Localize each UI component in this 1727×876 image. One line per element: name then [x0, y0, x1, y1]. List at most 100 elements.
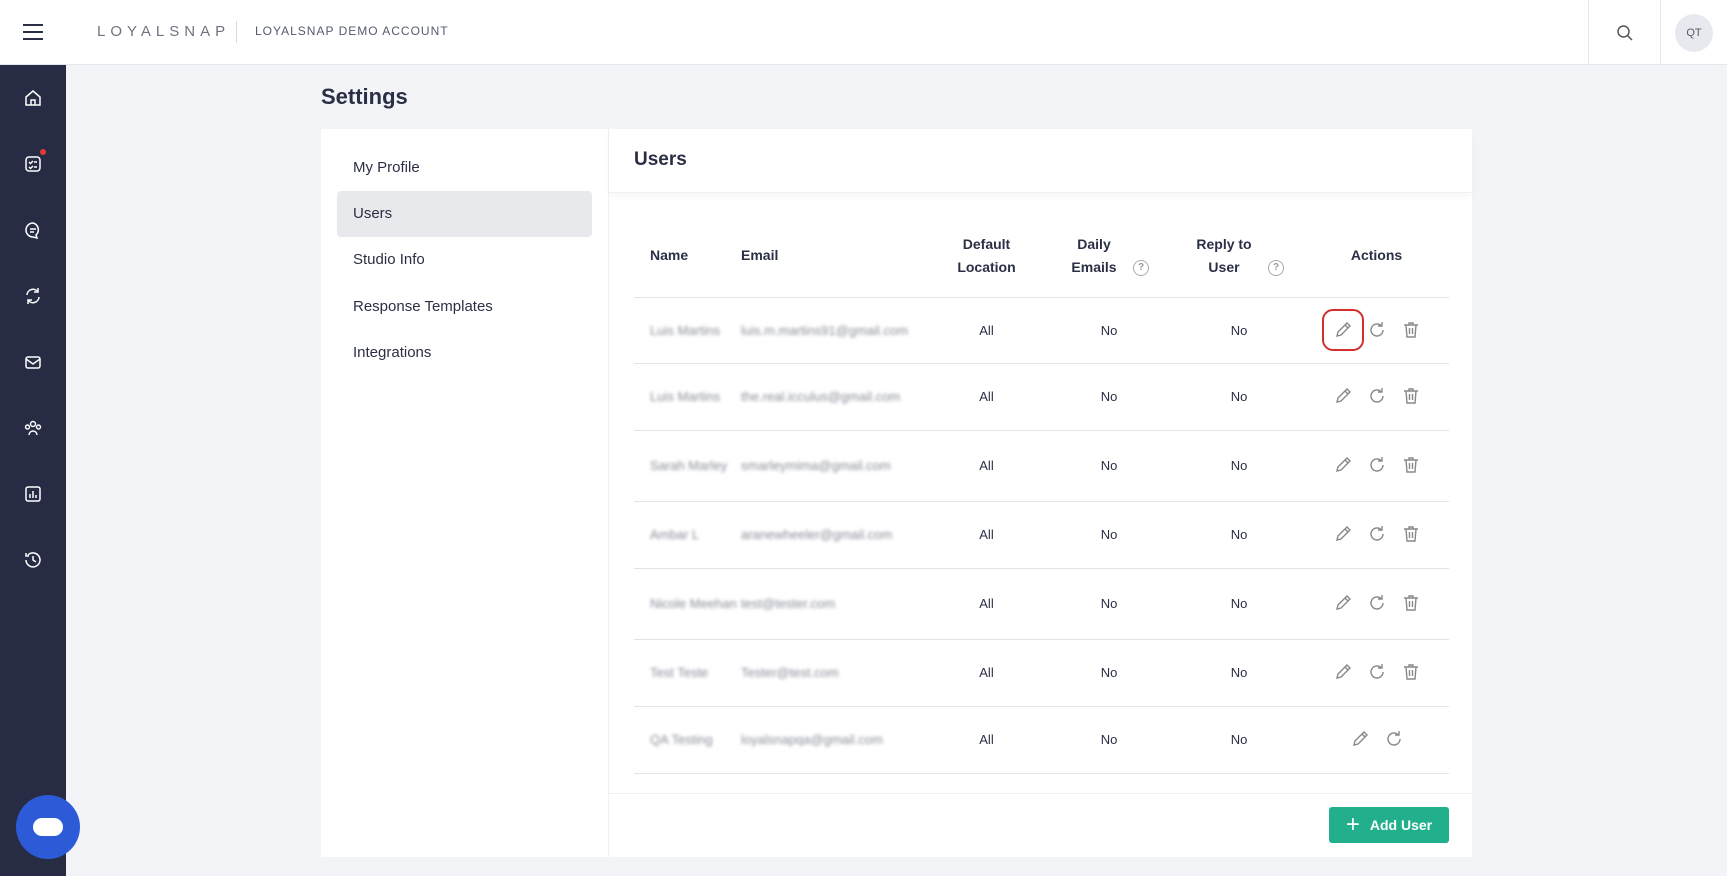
user-reply: No — [1174, 501, 1304, 569]
user-email: aranewheeler@gmail.com — [741, 501, 929, 569]
delete-icon[interactable] — [1399, 318, 1423, 342]
user-email: smarleymima@gmail.com — [741, 430, 929, 502]
account-name: LOYALSNAP DEMO ACCOUNT — [255, 24, 449, 38]
edit-icon[interactable] — [1331, 522, 1355, 546]
col-default-location: Default Location — [929, 215, 1044, 298]
settings-nav: My Profile Users Studio Info Response Te… — [321, 129, 608, 857]
edit-icon[interactable] — [1331, 660, 1355, 684]
user-daily-emails: No — [1044, 706, 1174, 774]
col-name: Name — [634, 215, 741, 298]
user-reply: No — [1174, 297, 1304, 364]
user-name: QA Testing — [634, 706, 741, 774]
reset-icon[interactable] — [1365, 591, 1389, 615]
table-row: Sarah Marley smarleymima@gmail.com All N… — [634, 430, 1449, 502]
reset-icon[interactable] — [1365, 384, 1389, 408]
table-row: Ambar L aranewheeler@gmail.com All No No — [634, 501, 1449, 569]
help-icon[interactable]: ? — [1133, 260, 1149, 277]
col-actions: Actions — [1304, 215, 1449, 298]
add-user-button[interactable]: + Add User — [1329, 807, 1449, 843]
reset-icon[interactable] — [1365, 318, 1389, 342]
user-location: All — [929, 297, 1044, 364]
reset-icon[interactable] — [1382, 727, 1406, 751]
menu-icon[interactable] — [23, 24, 43, 40]
nav-response-templates[interactable]: Response Templates — [353, 298, 493, 315]
chat-icon — [33, 818, 63, 836]
delete-icon[interactable] — [1399, 591, 1423, 615]
col-reply-to-user: Reply to User? — [1174, 215, 1304, 298]
col-daily-emails: Daily Emails? — [1044, 215, 1174, 298]
user-daily-emails: No — [1044, 430, 1174, 502]
help-icon[interactable]: ? — [1268, 260, 1284, 277]
panel-footer: + Add User — [609, 793, 1473, 857]
users-table: Name Email Default Location Daily Emails… — [634, 215, 1449, 774]
user-name: Luis Martins — [634, 297, 741, 364]
user-location: All — [929, 363, 1044, 431]
nav-integrations[interactable]: Integrations — [353, 344, 432, 361]
user-reply: No — [1174, 568, 1304, 640]
notification-dot — [40, 149, 46, 155]
user-actions — [1304, 430, 1449, 502]
user-location: All — [929, 430, 1044, 502]
avatar[interactable]: QT — [1675, 14, 1713, 52]
edit-icon[interactable] — [1331, 384, 1355, 408]
table-row: Luis Martins luis.m.martins91@gmail.com … — [634, 297, 1449, 364]
reset-icon[interactable] — [1365, 660, 1389, 684]
edit-icon[interactable] — [1331, 591, 1355, 615]
user-actions — [1304, 501, 1449, 569]
user-reply: No — [1174, 639, 1304, 707]
table-row: Luis Martins the.real.icculus@gmail.com … — [634, 363, 1449, 431]
user-location: All — [929, 568, 1044, 640]
user-daily-emails: No — [1044, 568, 1174, 640]
user-location: All — [929, 639, 1044, 707]
sidebar — [0, 65, 66, 876]
reset-icon[interactable] — [1365, 453, 1389, 477]
team-icon[interactable] — [20, 415, 46, 441]
search-button[interactable] — [1588, 0, 1661, 65]
user-name: Nicole Meehan — [634, 568, 741, 640]
delete-icon[interactable] — [1399, 453, 1423, 477]
user-name: Test Teste — [634, 639, 741, 707]
user-location: All — [929, 706, 1044, 774]
user-daily-emails: No — [1044, 363, 1174, 431]
user-email: the.real.icculus@gmail.com — [741, 363, 929, 431]
tasks-icon[interactable] — [20, 149, 46, 177]
nav-my-profile[interactable]: My Profile — [353, 159, 420, 176]
user-actions — [1304, 639, 1449, 707]
user-actions — [1304, 568, 1449, 640]
page-title: Settings — [321, 84, 408, 109]
mail-icon[interactable] — [20, 349, 46, 375]
user-reply: No — [1174, 430, 1304, 502]
home-icon[interactable] — [20, 85, 46, 111]
user-reply: No — [1174, 363, 1304, 431]
user-email: test@tester.com — [741, 568, 929, 640]
nav-users[interactable]: Users — [337, 191, 592, 237]
user-actions — [1304, 297, 1449, 364]
nav-studio-info[interactable]: Studio Info — [353, 251, 425, 268]
delete-icon[interactable] — [1399, 660, 1423, 684]
col-email: Email — [741, 215, 929, 298]
user-reply: No — [1174, 706, 1304, 774]
user-actions — [1304, 363, 1449, 431]
edit-icon[interactable] — [1321, 308, 1364, 351]
edit-icon[interactable] — [1348, 727, 1372, 751]
history-icon[interactable] — [20, 547, 46, 573]
user-name: Luis Martins — [634, 363, 741, 431]
table-row: Nicole Meehan test@tester.com All No No — [634, 568, 1449, 640]
user-daily-emails: No — [1044, 639, 1174, 707]
user-daily-emails: No — [1044, 501, 1174, 569]
user-name: Ambar L — [634, 501, 741, 569]
logo: LOYALSNAP — [97, 23, 231, 40]
chat-widget-button[interactable] — [16, 795, 80, 859]
sync-icon[interactable] — [20, 283, 46, 309]
top-bar: LOYALSNAP LOYALSNAP DEMO ACCOUNT QT — [0, 0, 1727, 65]
delete-icon[interactable] — [1399, 384, 1423, 408]
reports-icon[interactable] — [20, 481, 46, 507]
messages-icon[interactable] — [20, 217, 46, 243]
user-daily-emails: No — [1044, 297, 1174, 364]
user-name: Sarah Marley — [634, 430, 741, 502]
edit-icon[interactable] — [1331, 453, 1355, 477]
user-email: Tester@test.com — [741, 639, 929, 707]
reset-icon[interactable] — [1365, 522, 1389, 546]
delete-icon[interactable] — [1399, 522, 1423, 546]
user-email: luis.m.martins91@gmail.com — [741, 297, 929, 364]
